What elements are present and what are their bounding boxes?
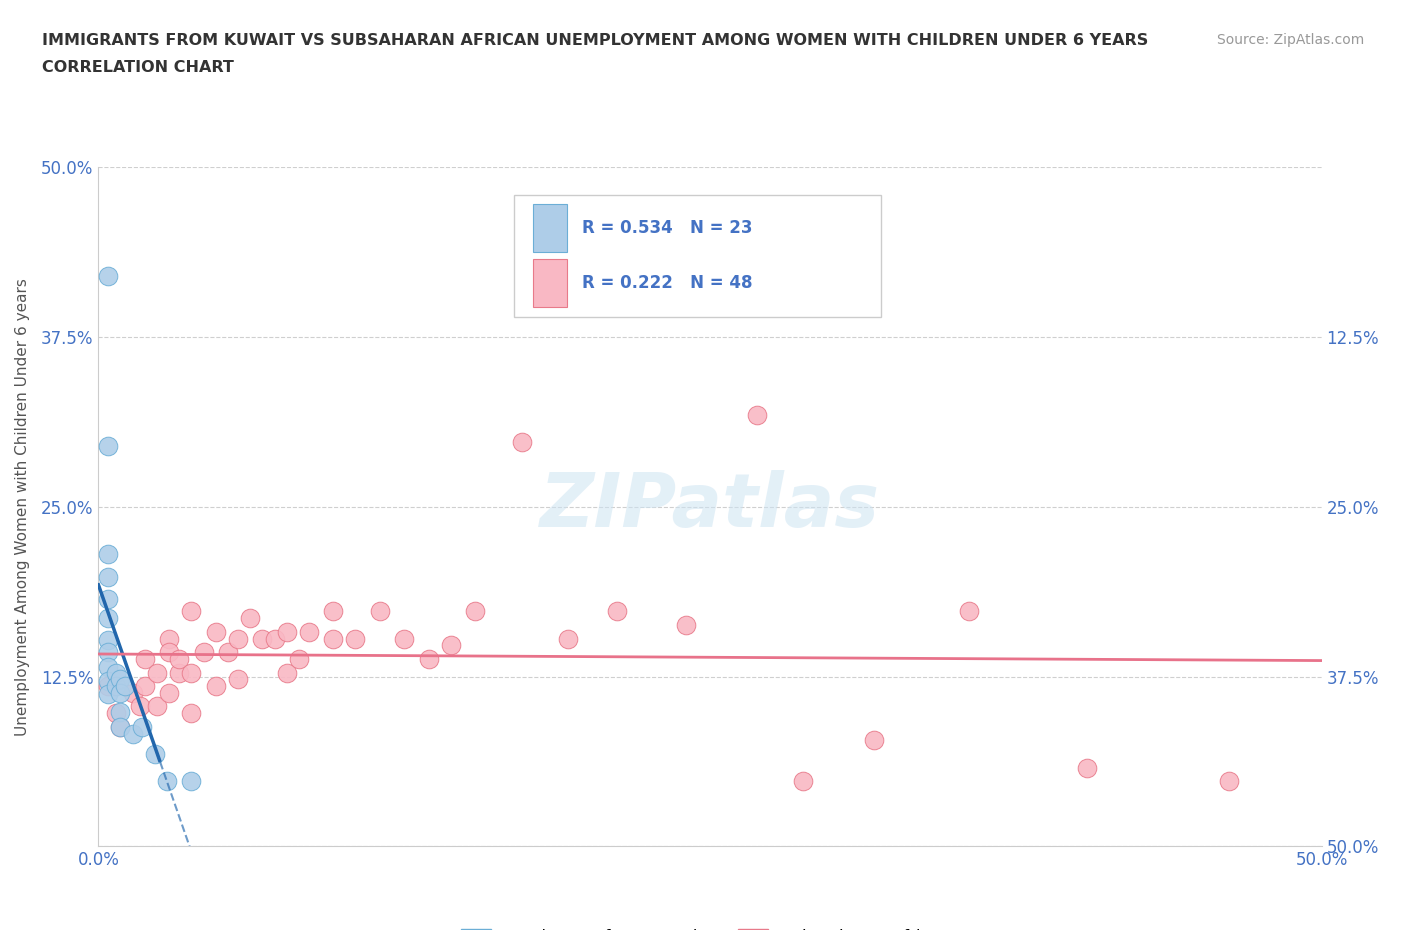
Point [157, 685, 180, 700]
Text: IMMIGRANTS FROM KUWAIT VS SUBSAHARAN AFRICAN UNEMPLOYMENT AMONG WOMEN WITH CHILD: IMMIGRANTS FROM KUWAIT VS SUBSAHARAN AFR… [42, 33, 1149, 47]
Point [104, 706, 127, 721]
Point [180, 604, 202, 618]
Text: Source: ZipAtlas.com: Source: ZipAtlas.com [1216, 33, 1364, 46]
Point [97, 269, 120, 284]
Point [131, 720, 153, 735]
Point [143, 747, 166, 762]
Point [97, 438, 120, 453]
Point [146, 665, 169, 680]
Point [205, 679, 228, 694]
Point [298, 624, 321, 639]
Point [180, 665, 202, 680]
Point [97, 547, 120, 562]
Text: ZIPatlas: ZIPatlas [540, 471, 880, 543]
Point [134, 652, 156, 667]
Point [440, 638, 463, 653]
Point [167, 652, 190, 667]
Point [322, 604, 344, 618]
Point [226, 631, 249, 646]
Point [792, 774, 814, 789]
Point [239, 611, 262, 626]
Point [121, 685, 143, 700]
FancyBboxPatch shape [533, 259, 567, 307]
Point [97, 611, 120, 626]
Point [129, 699, 152, 714]
Point [167, 665, 190, 680]
Point [226, 671, 249, 686]
Point [288, 652, 311, 667]
Point [193, 644, 215, 659]
Text: R = 0.534   N = 23: R = 0.534 N = 23 [582, 219, 752, 237]
Point [217, 644, 239, 659]
Point [134, 679, 156, 694]
Point [863, 733, 886, 748]
Point [146, 699, 169, 714]
Point [557, 631, 579, 646]
Point [344, 631, 367, 646]
Point [263, 631, 285, 646]
Point [97, 686, 120, 701]
Point [114, 679, 136, 694]
Point [97, 644, 120, 659]
Y-axis label: Unemployment Among Women with Children Under 6 years: Unemployment Among Women with Children U… [15, 278, 30, 736]
Point [418, 652, 440, 667]
Text: CORRELATION CHART: CORRELATION CHART [42, 60, 233, 75]
Legend: Immigrants from Kuwait, Sub-Saharan Africans: Immigrants from Kuwait, Sub-Saharan Afri… [454, 923, 966, 930]
Point [110, 720, 132, 735]
Point [1218, 774, 1240, 789]
Point [104, 679, 127, 694]
Point [121, 726, 143, 741]
Point [252, 631, 274, 646]
Point [957, 604, 980, 618]
Point [157, 644, 180, 659]
Point [157, 631, 180, 646]
Point [156, 774, 179, 789]
Point [675, 618, 697, 632]
Point [97, 632, 120, 647]
Point [97, 679, 120, 694]
Point [510, 434, 533, 449]
FancyBboxPatch shape [515, 194, 882, 317]
FancyBboxPatch shape [533, 204, 567, 252]
Point [110, 720, 132, 735]
Point [205, 624, 228, 639]
Point [392, 631, 416, 646]
Point [180, 774, 202, 789]
Point [110, 685, 132, 700]
Point [276, 624, 298, 639]
Point [97, 673, 120, 688]
Point [97, 591, 120, 606]
Point [104, 665, 127, 680]
Point [97, 570, 120, 585]
Text: R = 0.222   N = 48: R = 0.222 N = 48 [582, 273, 752, 292]
Point [276, 665, 298, 680]
Point [606, 604, 628, 618]
Point [368, 604, 391, 618]
Point [110, 671, 132, 686]
Point [110, 704, 132, 719]
Point [322, 631, 344, 646]
Point [464, 604, 486, 618]
Point [1076, 760, 1098, 775]
Point [745, 407, 768, 422]
Point [97, 659, 120, 674]
Point [180, 706, 202, 721]
